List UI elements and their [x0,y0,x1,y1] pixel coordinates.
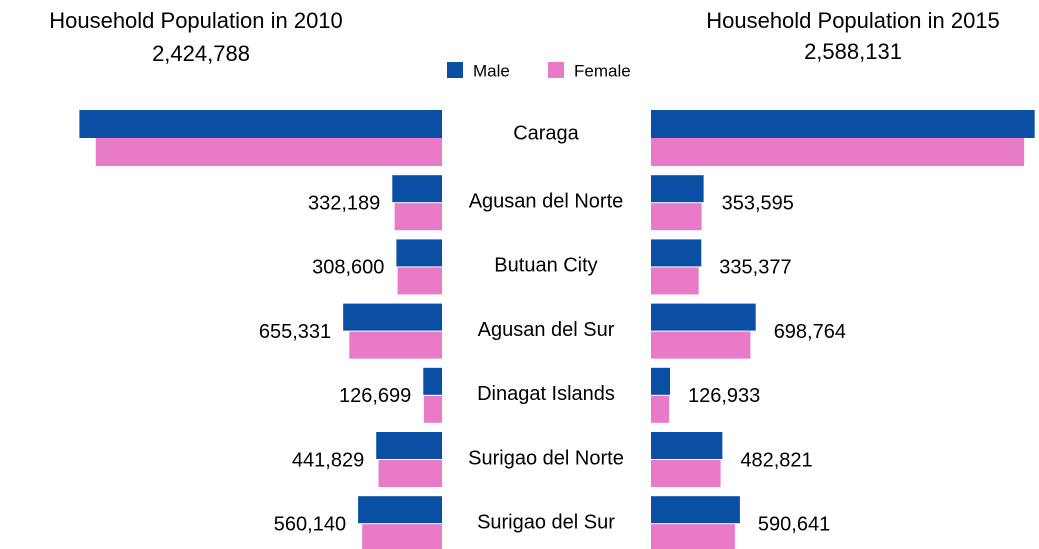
bar [79,110,443,138]
category-label: Agusan del Norte [469,190,624,212]
bar [343,303,442,331]
bar [651,367,671,395]
bar [423,395,442,423]
bar [362,524,442,549]
total-label: 126,933 [688,385,760,407]
total-label: 560,140 [274,513,346,535]
bar [651,395,670,423]
bar [423,367,442,395]
legend-swatch [548,62,564,78]
bar [651,524,735,549]
category-label: Caraga [513,122,579,144]
total-label: 353,595 [722,192,794,214]
bar [397,267,442,295]
bar [651,331,751,359]
panel-total: 2,424,788 [152,41,250,66]
category-label: Dinagat Islands [477,383,615,405]
total-label: 332,189 [308,192,380,214]
bar [651,239,702,267]
panel-title: Household Population in 2015 [706,8,1000,33]
total-label: 126,699 [339,385,411,407]
bar [651,460,721,487]
category-label: Surigao del Norte [468,447,624,469]
bar [651,496,740,524]
category-label: Surigao del Sur [477,511,615,533]
total-label: 335,377 [719,257,791,279]
total-label: 308,600 [312,257,384,279]
bar [651,267,699,295]
bar [392,175,442,203]
bar [95,138,442,166]
bar [394,203,442,231]
panel-title: Household Population in 2010 [49,8,343,33]
total-label: 441,829 [292,449,364,471]
panel-total: 2,588,131 [804,39,902,64]
category-label: Agusan del Sur [478,319,615,341]
category-label: Butuan City [494,255,597,277]
bar [651,203,702,231]
bar [651,175,704,203]
bar [376,432,442,459]
bar [651,303,756,331]
legend-swatch [447,62,463,78]
bar [651,110,1035,138]
legend-label: Female [574,61,631,80]
total-label: 482,821 [740,449,812,471]
legend-label: Male [473,61,510,80]
bar [651,432,723,459]
bar [651,138,1025,166]
bar [378,460,442,487]
bar [358,496,442,524]
total-label: 590,641 [758,513,830,535]
bar [349,331,442,359]
total-label: 655,331 [259,321,331,343]
bar [396,239,442,267]
total-label: 698,764 [774,321,846,343]
